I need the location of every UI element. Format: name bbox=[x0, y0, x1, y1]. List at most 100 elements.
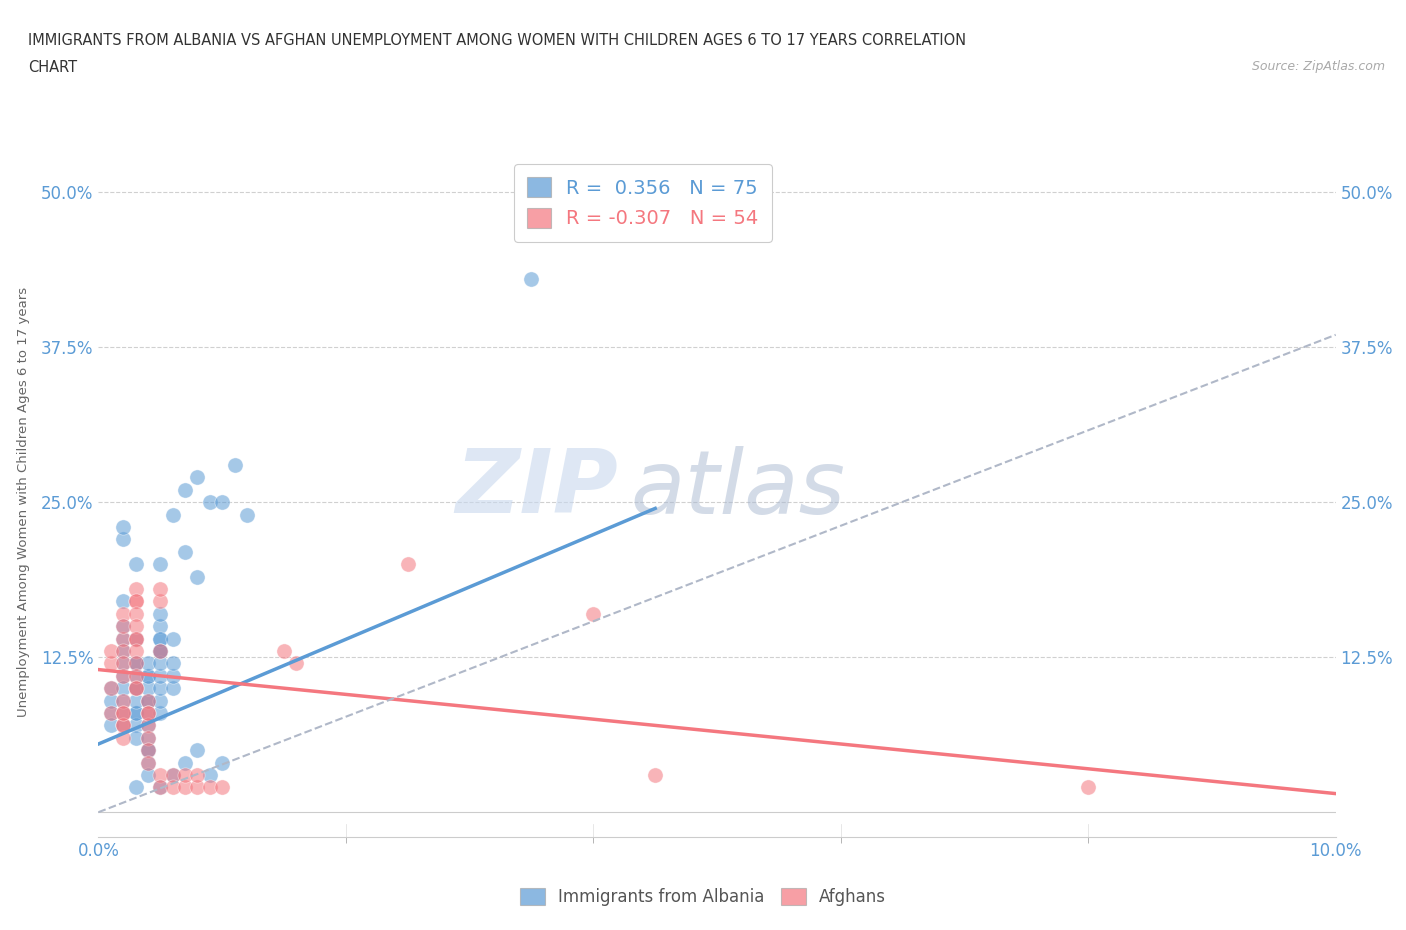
Point bbox=[162, 656, 184, 671]
Point bbox=[136, 706, 159, 721]
Point bbox=[136, 730, 159, 745]
Point bbox=[112, 669, 135, 684]
Point bbox=[186, 470, 208, 485]
Point bbox=[211, 780, 233, 795]
Point bbox=[112, 706, 135, 721]
Point bbox=[162, 507, 184, 522]
Point bbox=[136, 718, 159, 733]
Point bbox=[149, 780, 172, 795]
Point bbox=[124, 780, 146, 795]
Point bbox=[224, 458, 246, 472]
Point bbox=[396, 557, 419, 572]
Y-axis label: Unemployment Among Women with Children Ages 6 to 17 years: Unemployment Among Women with Children A… bbox=[17, 287, 30, 717]
Point bbox=[644, 767, 666, 782]
Point bbox=[174, 755, 197, 770]
Point bbox=[149, 780, 172, 795]
Point bbox=[136, 730, 159, 745]
Point bbox=[149, 594, 172, 609]
Point bbox=[198, 767, 221, 782]
Point bbox=[136, 681, 159, 696]
Point bbox=[100, 681, 122, 696]
Point bbox=[582, 606, 605, 621]
Point bbox=[162, 767, 184, 782]
Point bbox=[124, 557, 146, 572]
Point bbox=[124, 656, 146, 671]
Point bbox=[198, 780, 221, 795]
Point bbox=[100, 656, 122, 671]
Point bbox=[149, 644, 172, 658]
Point bbox=[136, 706, 159, 721]
Point bbox=[162, 669, 184, 684]
Point bbox=[124, 693, 146, 708]
Point bbox=[112, 669, 135, 684]
Point bbox=[124, 656, 146, 671]
Point bbox=[285, 656, 308, 671]
Point bbox=[149, 631, 172, 646]
Point bbox=[124, 618, 146, 633]
Point bbox=[162, 631, 184, 646]
Point bbox=[112, 606, 135, 621]
Point bbox=[136, 693, 159, 708]
Point bbox=[174, 780, 197, 795]
Point bbox=[124, 594, 146, 609]
Point bbox=[124, 594, 146, 609]
Point bbox=[124, 669, 146, 684]
Point bbox=[236, 507, 259, 522]
Point bbox=[124, 606, 146, 621]
Legend: R =  0.356   N = 75, R = -0.307   N = 54: R = 0.356 N = 75, R = -0.307 N = 54 bbox=[513, 164, 772, 242]
Point bbox=[211, 755, 233, 770]
Point bbox=[186, 780, 208, 795]
Point bbox=[124, 718, 146, 733]
Point bbox=[100, 681, 122, 696]
Point bbox=[149, 581, 172, 596]
Point bbox=[112, 618, 135, 633]
Point bbox=[149, 706, 172, 721]
Point bbox=[112, 681, 135, 696]
Point bbox=[149, 557, 172, 572]
Text: Source: ZipAtlas.com: Source: ZipAtlas.com bbox=[1251, 60, 1385, 73]
Point bbox=[211, 495, 233, 510]
Point bbox=[149, 606, 172, 621]
Point bbox=[186, 569, 208, 584]
Point bbox=[149, 669, 172, 684]
Point bbox=[112, 693, 135, 708]
Point bbox=[136, 743, 159, 758]
Point bbox=[112, 706, 135, 721]
Point bbox=[162, 767, 184, 782]
Point bbox=[149, 618, 172, 633]
Point bbox=[124, 581, 146, 596]
Point bbox=[124, 631, 146, 646]
Point bbox=[162, 780, 184, 795]
Point bbox=[100, 693, 122, 708]
Point bbox=[100, 706, 122, 721]
Point bbox=[112, 532, 135, 547]
Point bbox=[149, 644, 172, 658]
Point bbox=[149, 693, 172, 708]
Point bbox=[124, 706, 146, 721]
Point bbox=[124, 631, 146, 646]
Point bbox=[124, 706, 146, 721]
Point bbox=[186, 767, 208, 782]
Point bbox=[136, 656, 159, 671]
Point bbox=[112, 656, 135, 671]
Text: IMMIGRANTS FROM ALBANIA VS AFGHAN UNEMPLOYMENT AMONG WOMEN WITH CHILDREN AGES 6 : IMMIGRANTS FROM ALBANIA VS AFGHAN UNEMPL… bbox=[28, 33, 966, 47]
Text: ZIP: ZIP bbox=[456, 445, 619, 532]
Point bbox=[149, 631, 172, 646]
Point bbox=[149, 681, 172, 696]
Point bbox=[149, 644, 172, 658]
Text: atlas: atlas bbox=[630, 445, 845, 532]
Point bbox=[273, 644, 295, 658]
Point bbox=[124, 644, 146, 658]
Point bbox=[198, 495, 221, 510]
Point bbox=[162, 681, 184, 696]
Point bbox=[112, 594, 135, 609]
Point bbox=[136, 718, 159, 733]
Point bbox=[174, 483, 197, 498]
Point bbox=[112, 718, 135, 733]
Point bbox=[100, 706, 122, 721]
Point bbox=[136, 755, 159, 770]
Point bbox=[112, 718, 135, 733]
Text: CHART: CHART bbox=[28, 60, 77, 75]
Point bbox=[136, 743, 159, 758]
Point bbox=[112, 618, 135, 633]
